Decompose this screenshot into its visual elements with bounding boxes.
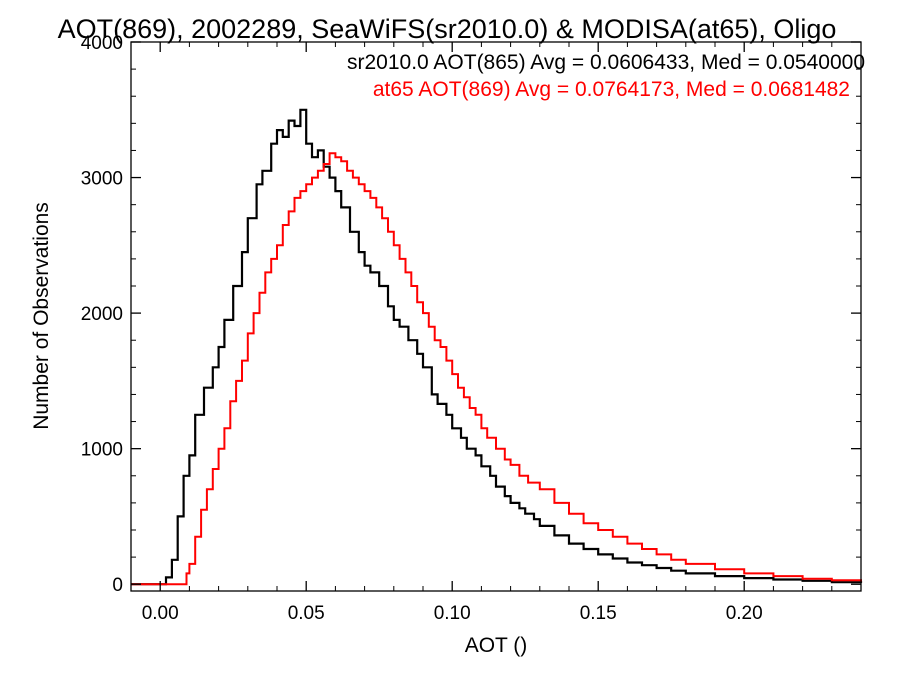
ticks-layer: 0.00 0.05 0.10 0.15 0.20 0 1000 2000 3000 4000 [81, 33, 862, 624]
series-layer [131, 108, 863, 586]
y-axis-label: Number of Observations [30, 202, 53, 430]
x-tick-label: 0.05 [288, 603, 325, 624]
y-tick-label: 3000 [81, 169, 123, 190]
y-tick-label: 1000 [81, 440, 123, 461]
y-tick-label: 4000 [81, 33, 123, 54]
x-axis-label: AOT () [465, 634, 528, 657]
x-tick-label: 0.15 [580, 603, 617, 624]
plot-frame [130, 41, 862, 592]
y-tick-label: 2000 [81, 304, 123, 325]
legend-entry-sr2010: sr2010.0 AOT(865) Avg = 0.0606433, Med =… [347, 51, 865, 74]
x-tick-label: 0.00 [142, 603, 179, 624]
series-line-0 [131, 108, 863, 586]
x-tick-label: 0.20 [726, 603, 763, 624]
y-tick-label: 0 [112, 575, 123, 596]
chart-title: AOT(869), 2002289, SeaWiFS(sr2010.0) & M… [58, 14, 837, 44]
legend-entry-at65: at65 AOT(869) Avg = 0.0764173, Med = 0.0… [373, 78, 850, 101]
x-tick-label: 0.10 [434, 603, 471, 624]
series-line-1 [131, 152, 862, 586]
